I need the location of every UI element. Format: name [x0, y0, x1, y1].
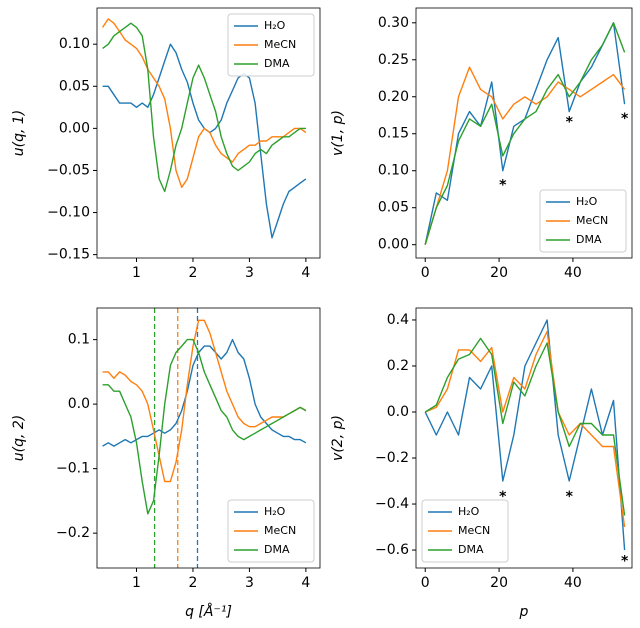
annotation: *: [566, 115, 574, 131]
y-tick-label: 0.4: [387, 312, 409, 328]
y-tick-label: 0.00: [59, 120, 90, 136]
y-tick-label: 0.1: [68, 332, 90, 348]
series-line: [102, 338, 307, 515]
annotation: *: [621, 554, 629, 570]
annotation: *: [499, 178, 507, 194]
y-tick-label: 0.15: [378, 126, 409, 142]
series-line: [424, 66, 626, 245]
x-tick-label: 2: [189, 265, 198, 281]
legend-label: MeCN: [458, 524, 490, 537]
y-axis-label: u(q, 2): [11, 415, 27, 462]
x-tick-label: 1: [132, 575, 141, 591]
legend-label: H₂O: [458, 505, 480, 518]
y-tick-label: 0.2: [387, 358, 409, 374]
legend: H₂O MeCN DMA: [539, 189, 627, 253]
legend-label: H₂O: [264, 19, 286, 32]
legend-label: DMA: [264, 57, 290, 70]
x-tick-label: 1: [132, 265, 141, 281]
y-tick-label: 0.0: [387, 404, 409, 420]
x-tick-label: 3: [245, 265, 254, 281]
axes-frame: [415, 7, 633, 259]
legend-box: [421, 499, 509, 563]
legend-label: H₂O: [576, 195, 598, 208]
x-tick-label: 20: [490, 265, 508, 281]
y-tick-label: 0.0: [68, 396, 90, 412]
legend-box: [227, 499, 315, 563]
plot-area: [424, 319, 626, 551]
x-tick-label: 4: [301, 265, 310, 281]
y-tick-label: −0.6: [375, 542, 409, 558]
legend-label: H₂O: [264, 505, 286, 518]
y-tick-label: −0.10: [47, 205, 90, 221]
plot-area: [102, 308, 307, 568]
legend-label: MeCN: [264, 38, 296, 51]
series-line: [424, 22, 626, 245]
x-tick-label: 0: [421, 575, 430, 591]
y-tick-label: 0.25: [378, 52, 409, 68]
legend: H₂O MeCN DMA: [421, 499, 509, 563]
y-tick-label: 0.00: [378, 237, 409, 253]
series-line: [102, 22, 306, 193]
x-tick-label: 20: [490, 575, 508, 591]
annotation: *: [499, 489, 507, 505]
panel: 1 2 3 4 −0.2 −0.1 0.0 0.1 u(q, 2) q [Å⁻¹] H₂O MeCN D…: [11, 307, 321, 620]
legend: H₂O MeCN DMA: [227, 13, 315, 77]
series-line: [102, 18, 307, 188]
y-tick-label: −0.2: [375, 450, 409, 466]
legend-label: DMA: [458, 543, 484, 556]
series-line: [424, 330, 626, 528]
x-tick-label: 40: [564, 265, 582, 281]
legend-label: MeCN: [264, 524, 296, 537]
series-line: [424, 319, 626, 551]
series-line: [424, 337, 626, 516]
y-tick-label: 0.30: [378, 15, 409, 31]
legend-box: [539, 189, 627, 253]
legend-label: DMA: [264, 543, 290, 556]
legend-label: DMA: [576, 233, 602, 246]
plot-area: [424, 22, 626, 245]
x-axis-label: q [Å⁻¹]: [185, 603, 232, 620]
y-tick-label: −0.4: [375, 496, 409, 512]
annotation: *: [566, 489, 574, 505]
y-tick-label: 0.05: [59, 78, 90, 94]
y-tick-label: 0.05: [378, 200, 409, 216]
panel: 0 20 40−0.6−0.4−0.20.00.20.4v(2, p)p* **H₂O…: [330, 307, 633, 620]
series-line: [102, 319, 307, 483]
y-tick-label: 0.10: [378, 163, 409, 179]
y-tick-label: −0.05: [47, 162, 90, 178]
y-tick-label: 0.10: [59, 36, 90, 52]
annotation: *: [621, 111, 629, 127]
plot-area: [102, 18, 307, 239]
axes-frame: [415, 307, 633, 569]
panel: 1 2 3 4 −0.15 −0.10 −0.05 0.00 0.05 0.10 u(q, 1) H₂…: [11, 7, 321, 281]
x-axis-label: p: [519, 604, 529, 620]
axes-frame: [96, 307, 321, 569]
x-tick-label: 0: [421, 265, 430, 281]
x-tick-label: 40: [564, 575, 582, 591]
y-axis-label: v(2, p): [330, 415, 346, 461]
x-tick-label: 2: [189, 575, 198, 591]
legend-label: MeCN: [576, 214, 608, 227]
legend: H₂O MeCN DMA: [227, 499, 315, 563]
y-tick-label: −0.15: [47, 247, 90, 263]
legend-box: [227, 13, 315, 77]
panel: 0 20 40 0.00 0.05 0.10 0.15 0.20 0.25 0.30 v(1, p)…: [330, 7, 633, 281]
x-tick-label: 4: [301, 575, 310, 591]
y-tick-label: −0.2: [56, 525, 90, 541]
x-tick-label: 3: [245, 575, 254, 591]
y-tick-label: 0.20: [378, 89, 409, 105]
y-axis-label: v(1, p): [330, 110, 346, 156]
y-tick-label: −0.1: [56, 461, 90, 477]
y-axis-label: u(q, 1): [11, 110, 27, 157]
axes-frame: [96, 7, 321, 259]
